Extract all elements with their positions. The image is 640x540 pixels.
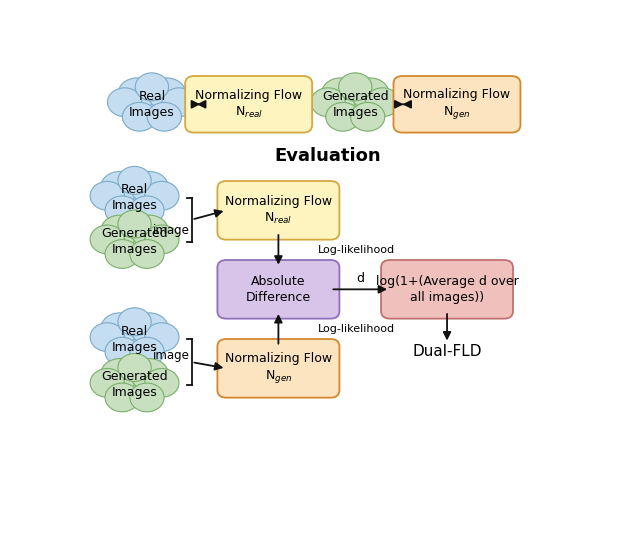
Text: image: image <box>154 224 190 237</box>
Circle shape <box>90 225 124 254</box>
Circle shape <box>118 354 151 381</box>
Text: Generated
Images: Generated Images <box>101 370 168 400</box>
Text: d: d <box>356 273 364 286</box>
Circle shape <box>339 73 372 101</box>
Circle shape <box>118 166 151 194</box>
Circle shape <box>90 181 124 210</box>
FancyBboxPatch shape <box>394 76 520 133</box>
Circle shape <box>100 172 139 204</box>
Circle shape <box>105 240 140 268</box>
Circle shape <box>122 103 157 131</box>
Text: Real
Images: Real Images <box>112 184 157 212</box>
FancyBboxPatch shape <box>218 339 339 397</box>
Circle shape <box>351 103 385 131</box>
Circle shape <box>100 313 139 345</box>
Circle shape <box>130 383 164 412</box>
Circle shape <box>105 196 140 225</box>
Circle shape <box>100 215 139 247</box>
Text: Absolute
Difference: Absolute Difference <box>246 275 311 304</box>
Circle shape <box>128 84 176 124</box>
Circle shape <box>130 240 164 268</box>
FancyBboxPatch shape <box>185 76 312 133</box>
Circle shape <box>131 172 168 204</box>
Circle shape <box>130 196 164 225</box>
Text: Generated
Images: Generated Images <box>322 90 388 119</box>
Circle shape <box>118 210 151 238</box>
Circle shape <box>135 73 168 101</box>
Text: Normalizing Flow
N$_{real}$: Normalizing Flow N$_{real}$ <box>195 89 302 120</box>
Circle shape <box>131 215 168 247</box>
Circle shape <box>105 383 140 412</box>
Text: Normalizing Flow
N$_{gen}$: Normalizing Flow N$_{gen}$ <box>225 352 332 385</box>
Circle shape <box>326 103 360 131</box>
FancyBboxPatch shape <box>218 181 339 240</box>
Text: Log-likelihood: Log-likelihood <box>318 324 396 334</box>
Text: Normalizing Flow
N$_{real}$: Normalizing Flow N$_{real}$ <box>225 194 332 226</box>
Circle shape <box>145 323 179 352</box>
Circle shape <box>105 338 140 366</box>
Circle shape <box>108 88 142 117</box>
Text: image: image <box>154 349 190 362</box>
Circle shape <box>111 178 158 218</box>
Circle shape <box>145 225 179 254</box>
Circle shape <box>90 368 124 397</box>
Circle shape <box>351 78 389 110</box>
Circle shape <box>130 338 164 366</box>
Circle shape <box>100 359 139 390</box>
Text: Real
Images: Real Images <box>112 325 157 354</box>
Circle shape <box>118 78 156 110</box>
Circle shape <box>145 181 179 210</box>
Circle shape <box>332 84 379 124</box>
FancyBboxPatch shape <box>218 260 339 319</box>
Circle shape <box>111 319 158 359</box>
Text: log(1+(Average d over
all images)): log(1+(Average d over all images)) <box>376 275 518 304</box>
Circle shape <box>321 78 360 110</box>
Circle shape <box>111 365 158 405</box>
Text: Log-likelihood: Log-likelihood <box>318 245 396 255</box>
Circle shape <box>148 78 186 110</box>
Circle shape <box>147 103 182 131</box>
Circle shape <box>131 359 168 390</box>
Circle shape <box>131 313 168 345</box>
Text: Evaluation: Evaluation <box>275 147 381 165</box>
Circle shape <box>311 88 345 117</box>
Text: Real
Images: Real Images <box>129 90 175 119</box>
FancyBboxPatch shape <box>381 260 513 319</box>
Circle shape <box>145 368 179 397</box>
Circle shape <box>162 88 196 117</box>
Text: Dual-FLD: Dual-FLD <box>412 344 482 359</box>
Circle shape <box>365 88 400 117</box>
Text: Normalizing Flow
N$_{gen}$: Normalizing Flow N$_{gen}$ <box>403 87 511 121</box>
Circle shape <box>118 308 151 336</box>
Text: Generated
Images: Generated Images <box>101 227 168 256</box>
Circle shape <box>90 323 124 352</box>
Circle shape <box>111 221 158 261</box>
